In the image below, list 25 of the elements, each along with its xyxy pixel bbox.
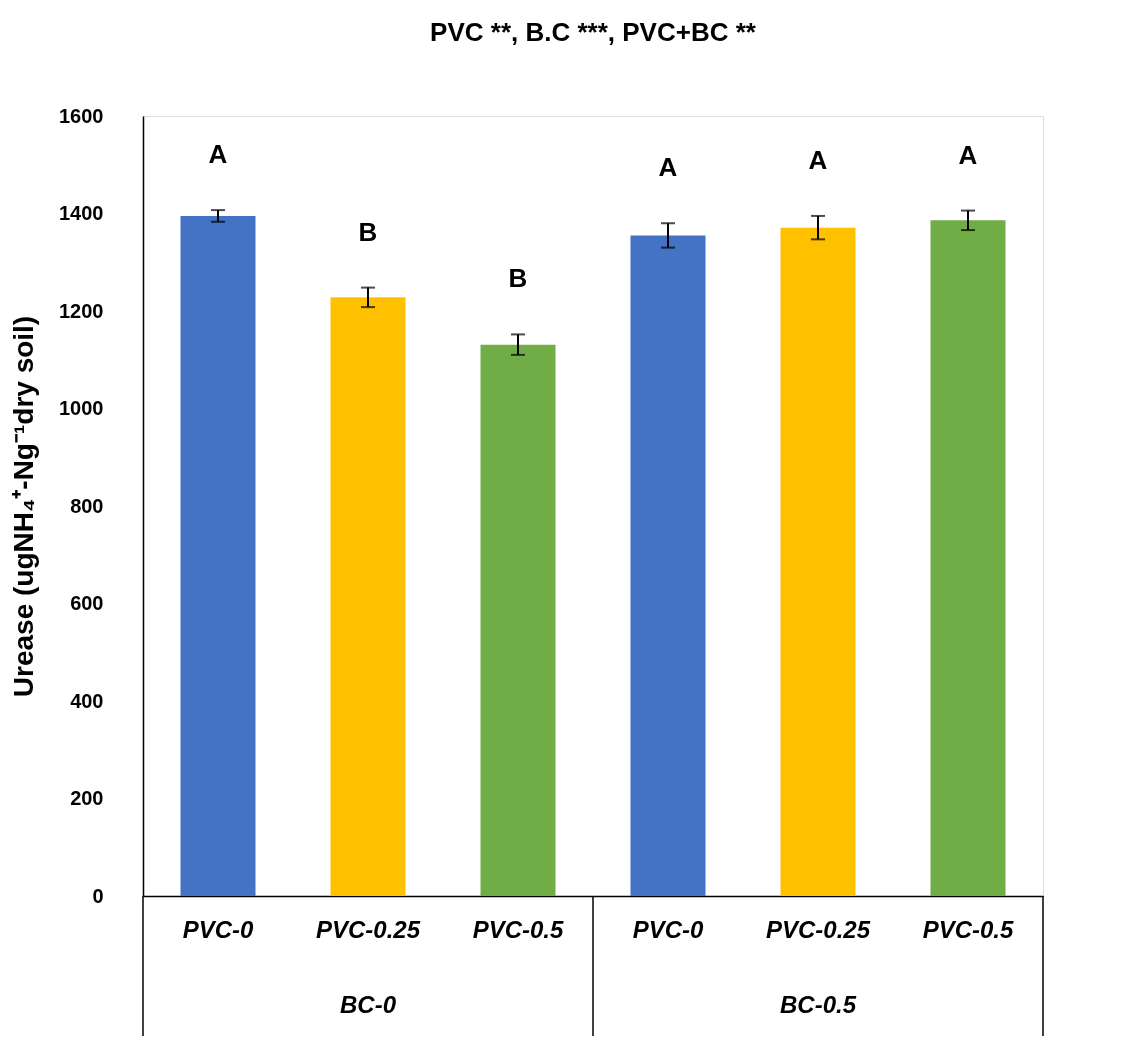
annotation: A [958,139,978,170]
x-tick-label: PVC-0 [182,915,254,943]
y-tick-label: 400 [70,689,104,712]
y-tick-label: 800 [70,494,104,517]
y-tick-label: 600 [70,592,104,614]
y-tick-label: 0 [92,884,104,907]
x-tick-label: PVC-0.5 [922,915,1014,943]
annotation: A [208,139,228,170]
chart-title: PVC **, B.C ***, PVC+BC ** [430,17,757,47]
annotation: B [358,216,378,247]
y-tick-label: 1600 [59,104,104,127]
y-tick-label: 1000 [59,397,104,419]
y-tick-label: 200 [70,787,104,809]
x-tick-label: PVC-0 [632,915,704,943]
x-tick-label: PVC-0.25 [315,915,421,943]
text: BC-0 [339,991,397,1018]
annotation: B [508,263,528,294]
y-axis-title: Urease (ugNH₄⁺-Ng⁻¹dry soil) [8,315,40,698]
x-tick-label: PVC-0.5 [472,915,564,943]
annotation: A [808,144,828,175]
annotation: A [658,152,678,183]
y-tick-label: 1400 [59,202,104,224]
y-tick-label: 1200 [59,299,104,322]
x-tick-label: PVC-0.25 [765,915,871,943]
text: BC-0.5 [779,991,857,1018]
